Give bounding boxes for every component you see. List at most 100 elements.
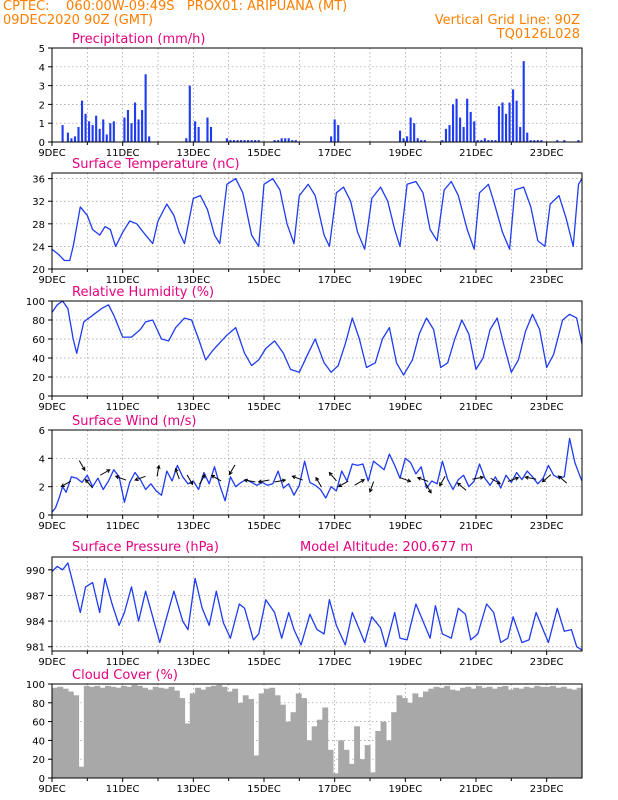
header-station-line: CPTEC: 060:00W-09:49S PROX01: ARIPUANA (… — [3, 0, 348, 14]
panel-title: Relative Humidity (%) — [72, 285, 214, 300]
x-tick-label: 23DEC — [530, 784, 564, 795]
cloud-bar — [242, 695, 249, 778]
y-tick-label: 0 — [39, 511, 45, 522]
y-tick-label: 2 — [39, 483, 45, 494]
wind-vector-head — [406, 478, 412, 483]
x-tick-label: 13DEC — [176, 275, 210, 286]
wind-vector — [61, 480, 72, 488]
precip-bar — [250, 140, 253, 142]
cloud-bar — [173, 690, 180, 778]
wind-vector — [542, 474, 552, 483]
precip-bar — [330, 136, 333, 142]
wind-vector-head — [514, 476, 520, 481]
precip-bar — [473, 121, 476, 142]
header-model-id: TQ0126L028 — [496, 27, 580, 42]
x-tick-label: 13DEC — [176, 784, 210, 795]
precip-bar — [556, 140, 559, 142]
precip-bar — [519, 126, 522, 142]
x-tick-label: 19DEC — [388, 521, 422, 532]
wind-vector — [99, 469, 111, 476]
y-tick-label: 36 — [32, 175, 45, 186]
wind-vector-head — [416, 476, 422, 481]
wind-vector — [399, 477, 411, 482]
cloud-bar — [513, 687, 519, 778]
x-tick-label: 11DEC — [106, 402, 140, 413]
cloud-bar — [423, 691, 429, 778]
cloud-bar — [264, 688, 270, 778]
cloud-bar — [576, 687, 583, 778]
precip-bar — [469, 111, 472, 142]
precip-bar — [80, 100, 84, 142]
cloud-bar — [120, 685, 127, 778]
cloud-bar — [78, 766, 85, 778]
cloud-bar — [285, 721, 292, 778]
precip-bar — [102, 119, 105, 142]
wind-vector-head — [337, 483, 343, 488]
x-tick-label: 23DEC — [530, 275, 564, 286]
panel-title: Surface Pressure (hPa) — [72, 540, 219, 555]
precip-bar — [501, 102, 504, 142]
cloud-bar — [152, 686, 159, 778]
wind-vector — [457, 482, 467, 491]
cloud-bar — [179, 698, 186, 778]
precip-bar — [144, 74, 147, 142]
cloud-bar — [449, 689, 456, 778]
precip-bar — [206, 117, 209, 142]
precip-bar — [88, 121, 91, 142]
y-tick-label: 0 — [39, 392, 45, 403]
y-tick-label: 60 — [32, 718, 45, 729]
y-tick-label: 32 — [32, 197, 45, 208]
precip-bar — [512, 89, 515, 142]
precip-bar — [462, 126, 465, 142]
cloud-bar — [481, 687, 488, 778]
precip-bar — [563, 140, 566, 142]
precip-bar — [487, 140, 490, 142]
x-tick-label: 11DEC — [106, 148, 140, 159]
x-tick-label: 13DEC — [176, 657, 210, 668]
cloud-bar — [105, 685, 111, 778]
cloud-bar — [317, 719, 323, 778]
cloud-bar — [258, 693, 265, 778]
cloud-bar — [343, 749, 350, 778]
wind-vector-head — [106, 469, 111, 473]
precip-bar — [257, 140, 260, 142]
precip-bar — [515, 100, 518, 142]
cloud-bar — [454, 690, 461, 778]
precip-bar — [451, 104, 455, 142]
cloud-bar — [269, 687, 276, 778]
y-tick-label: 5 — [39, 44, 45, 55]
cloud-bar — [470, 688, 477, 778]
precip-bar — [294, 140, 297, 142]
cloud-bar — [560, 686, 567, 778]
precip-bar — [480, 140, 483, 142]
cloud-bar — [136, 685, 143, 778]
precip-bar — [577, 140, 580, 142]
precip-bar — [533, 140, 536, 142]
cloud-bar — [502, 685, 509, 778]
x-tick-label: 15DEC — [247, 784, 281, 795]
x-tick-label: 23DEC — [530, 521, 564, 532]
y-tick-label: 4 — [39, 454, 45, 465]
precip-bar — [402, 138, 405, 142]
precip-bar — [225, 138, 228, 142]
x-tick-label: 19DEC — [388, 275, 422, 286]
precip-bar — [455, 98, 458, 142]
y-tick-label: 0 — [39, 774, 45, 785]
precip-bar — [416, 138, 419, 142]
y-tick-label: 990 — [26, 566, 45, 577]
cloud-bar — [99, 687, 106, 778]
wind-vector — [354, 479, 365, 486]
x-tick-label: 11DEC — [106, 657, 140, 668]
series-line — [51, 437, 583, 513]
cloud-bar — [94, 685, 101, 778]
precip-bar — [247, 140, 250, 142]
wind-vector — [244, 479, 256, 483]
wind-vector-head — [479, 475, 485, 480]
wind-vector-head — [60, 483, 65, 488]
precip-bar — [77, 126, 80, 142]
precip-bar — [95, 115, 98, 142]
x-tick-label: 9DEC — [38, 275, 65, 286]
cloud-bar — [52, 687, 58, 778]
precip-bar — [232, 140, 236, 142]
y-tick-label: 20 — [32, 755, 45, 766]
